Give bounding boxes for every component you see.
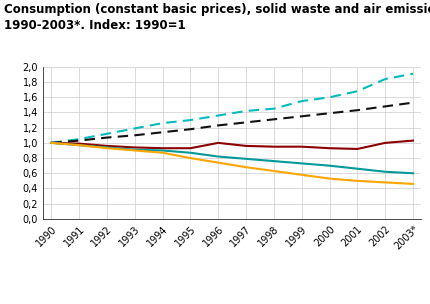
Text: Consumption (constant basic prices), solid waste and air emissions.
1990-2003*. : Consumption (constant basic prices), sol… <box>4 3 430 32</box>
